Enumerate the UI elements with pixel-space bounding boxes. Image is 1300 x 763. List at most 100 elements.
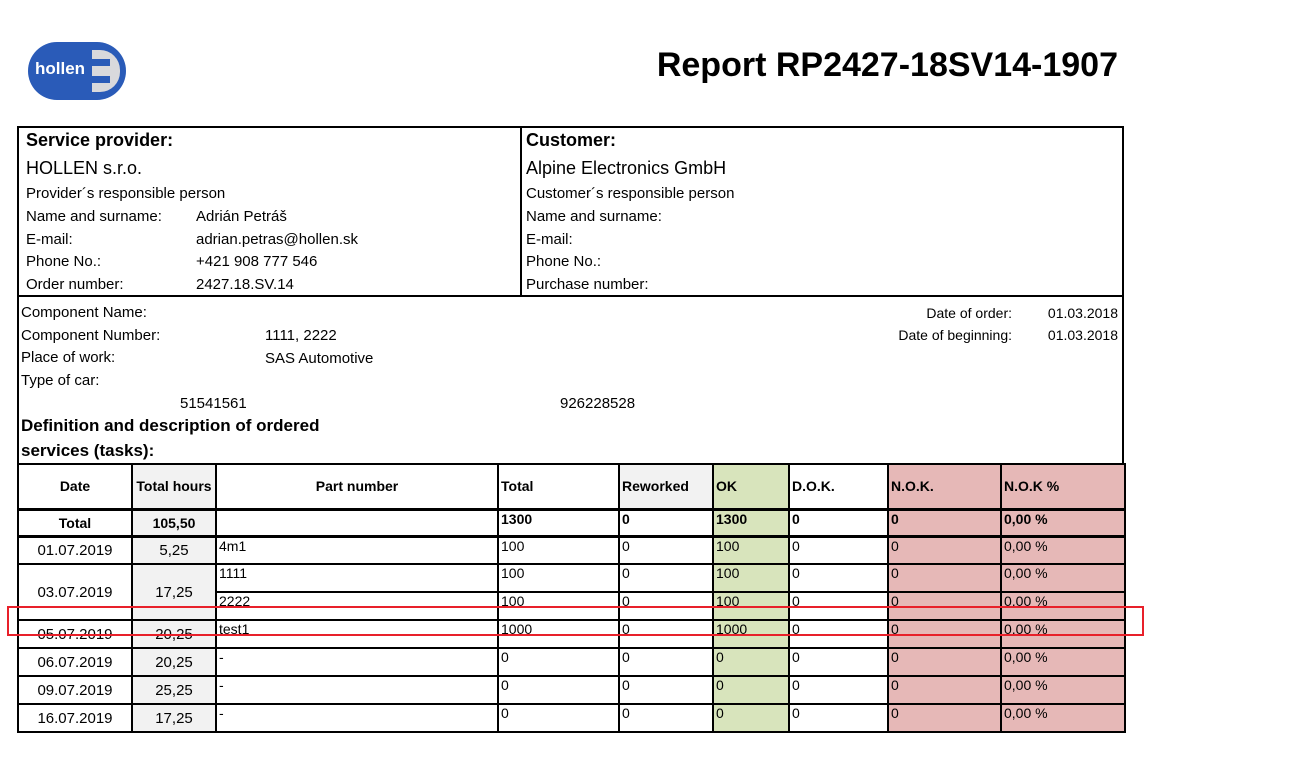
table-cell: 0 — [887, 563, 1002, 593]
customer-field-label: Purchase number: — [526, 276, 649, 294]
table-cell: 0,00 % — [1000, 703, 1126, 733]
table-cell: 0,00 % — [1000, 647, 1126, 677]
logo-e-mark — [92, 50, 120, 92]
table-cell — [215, 508, 499, 538]
table-cell: 0 — [618, 563, 714, 593]
component-field-value: 1111, 2222 — [265, 327, 337, 344]
provider-field-value: +421 908 777 546 — [196, 253, 318, 271]
table-cell: 0 — [887, 535, 1002, 565]
services-table: Date Total hours Part number Total Reworked O… — [17, 463, 1126, 733]
column-header: Total hours — [131, 463, 217, 511]
table-cell: 0 — [788, 675, 889, 705]
column-header: N.O.K % — [1000, 463, 1126, 511]
column-header: N.O.K. — [887, 463, 1002, 511]
extra-number-1: 51541561 — [180, 395, 247, 412]
table-cell: 0 — [618, 508, 714, 538]
provider-field-label: Order number: — [26, 276, 124, 294]
date-of-order: 01.03.2018 — [1047, 305, 1118, 321]
component-field-label: Component Number: — [21, 326, 161, 344]
provider-field-value: 2427.18.SV.14 — [196, 276, 294, 294]
hollen-logo: hollen — [28, 42, 126, 100]
column-header: D.O.K. — [788, 463, 889, 511]
table-cell: 0 — [887, 508, 1002, 538]
table-cell: 0,00 % — [1000, 675, 1126, 705]
table-cell: 0 — [788, 508, 889, 538]
table-cell: 01.07.2019 — [17, 535, 133, 565]
provider-field-value: Adrián Petráš — [196, 208, 287, 225]
column-header: Total — [497, 463, 620, 511]
table-cell: 20,25 — [131, 647, 217, 677]
table-cell: 0 — [497, 647, 620, 677]
table-cell: 0 — [712, 647, 790, 677]
table-cell: 0 — [497, 675, 620, 705]
date-of-beginning-label: Date of beginning: — [898, 327, 1012, 343]
component-field-value: SAS Automotive — [265, 349, 374, 367]
table-cell: 0,00 % — [1000, 508, 1126, 538]
table-cell: 0 — [618, 647, 714, 677]
report-title: Report RP2427-18SV14-1907 — [656, 46, 1118, 84]
table-cell: - — [215, 675, 499, 705]
table-cell: 105,50 — [131, 508, 217, 538]
component-field-label: Place of work: — [21, 349, 116, 367]
table-cell: - — [215, 703, 499, 733]
column-header: Part number — [215, 463, 499, 511]
total-row: Total 105,50 1300 0 1300 0 0 0,00 % — [17, 508, 1126, 538]
table-cell: 0 — [788, 563, 889, 593]
component-field-label: Component Name: — [21, 304, 147, 321]
table-cell: 100 — [497, 563, 620, 593]
provider-person-label: Provider´s responsible person — [26, 185, 226, 202]
table-cell: 0 — [497, 703, 620, 733]
component-field-label: Type of car: — [21, 372, 100, 390]
column-header: Date — [17, 463, 133, 511]
highlight-box — [7, 606, 1144, 636]
table-cell: 16.07.2019 — [17, 703, 133, 733]
column-header: Reworked — [618, 463, 714, 511]
customer-field-label: Name and surname: — [526, 208, 662, 225]
provider-field-label: Name and surname: — [26, 208, 162, 225]
customer-field-label: Phone No.: — [526, 253, 602, 271]
table-cell: 100 — [712, 535, 790, 565]
table-cell: Total — [17, 508, 133, 538]
table-cell: 17,25 — [131, 563, 217, 621]
table-row: 16.07.2019 17,25-0 0 0 0 0 0,00 % — [17, 703, 1126, 733]
table-cell: 1300 — [497, 508, 620, 538]
table-cell: - — [215, 647, 499, 677]
table-row: 06.07.2019 20,25-0 0 0 0 0 0,00 % — [17, 647, 1126, 677]
customer-company: Alpine Electronics GmbH — [526, 158, 727, 178]
table-cell: 0,00 % — [1000, 563, 1126, 593]
table-cell: 0 — [788, 647, 889, 677]
table-cell: 1300 — [712, 508, 790, 538]
table-row: 01.07.2019 5,25 4m1 100 0 100 0 0 0,00 % — [17, 535, 1126, 565]
table-cell: 5,25 — [131, 535, 217, 565]
logo-text: hollen — [35, 59, 86, 78]
table-row: 03.07.2019 17,25 1111 100 0 100 0 0 0,00 % — [17, 563, 1126, 621]
column-header: OK — [712, 463, 790, 511]
table-cell: 0 — [887, 703, 1002, 733]
table-cell: 0 — [788, 703, 889, 733]
provider-company: HOLLEN s.r.o. — [26, 158, 143, 178]
provider-heading: Service provider: — [26, 130, 174, 150]
table-cell: 0 — [788, 535, 889, 565]
customer-field-label: E-mail: — [526, 230, 573, 248]
section-heading-cont: services (tasks): — [21, 441, 155, 460]
table-cell: 0 — [618, 703, 714, 733]
extra-number-2: 926228528 — [560, 395, 636, 412]
customer-person-label: Customer´s responsible person — [526, 185, 735, 202]
table-cell: 0 — [712, 675, 790, 705]
component-section — [17, 295, 1124, 465]
customer-box — [520, 126, 1124, 297]
table-cell: 03.07.2019 — [17, 563, 133, 621]
table-cell: 09.07.2019 — [17, 675, 133, 705]
table-cell: 0 — [887, 675, 1002, 705]
customer-heading: Customer: — [526, 130, 617, 150]
table-cell: 0 — [618, 535, 714, 565]
table-cell: 0 — [712, 703, 790, 733]
table-cell: 0,00 % — [1000, 535, 1126, 565]
table-cell: 17,25 — [131, 703, 217, 733]
table-cell: 100 — [712, 563, 790, 593]
provider-field-label: E-mail: — [26, 230, 73, 248]
date-of-beginning: 01.03.2018 — [1047, 327, 1118, 343]
table-cell: 06.07.2019 — [17, 647, 133, 677]
provider-field-value: adrian.petras@hollen.sk — [196, 230, 358, 248]
date-of-order-label: Date of order: — [926, 305, 1012, 321]
